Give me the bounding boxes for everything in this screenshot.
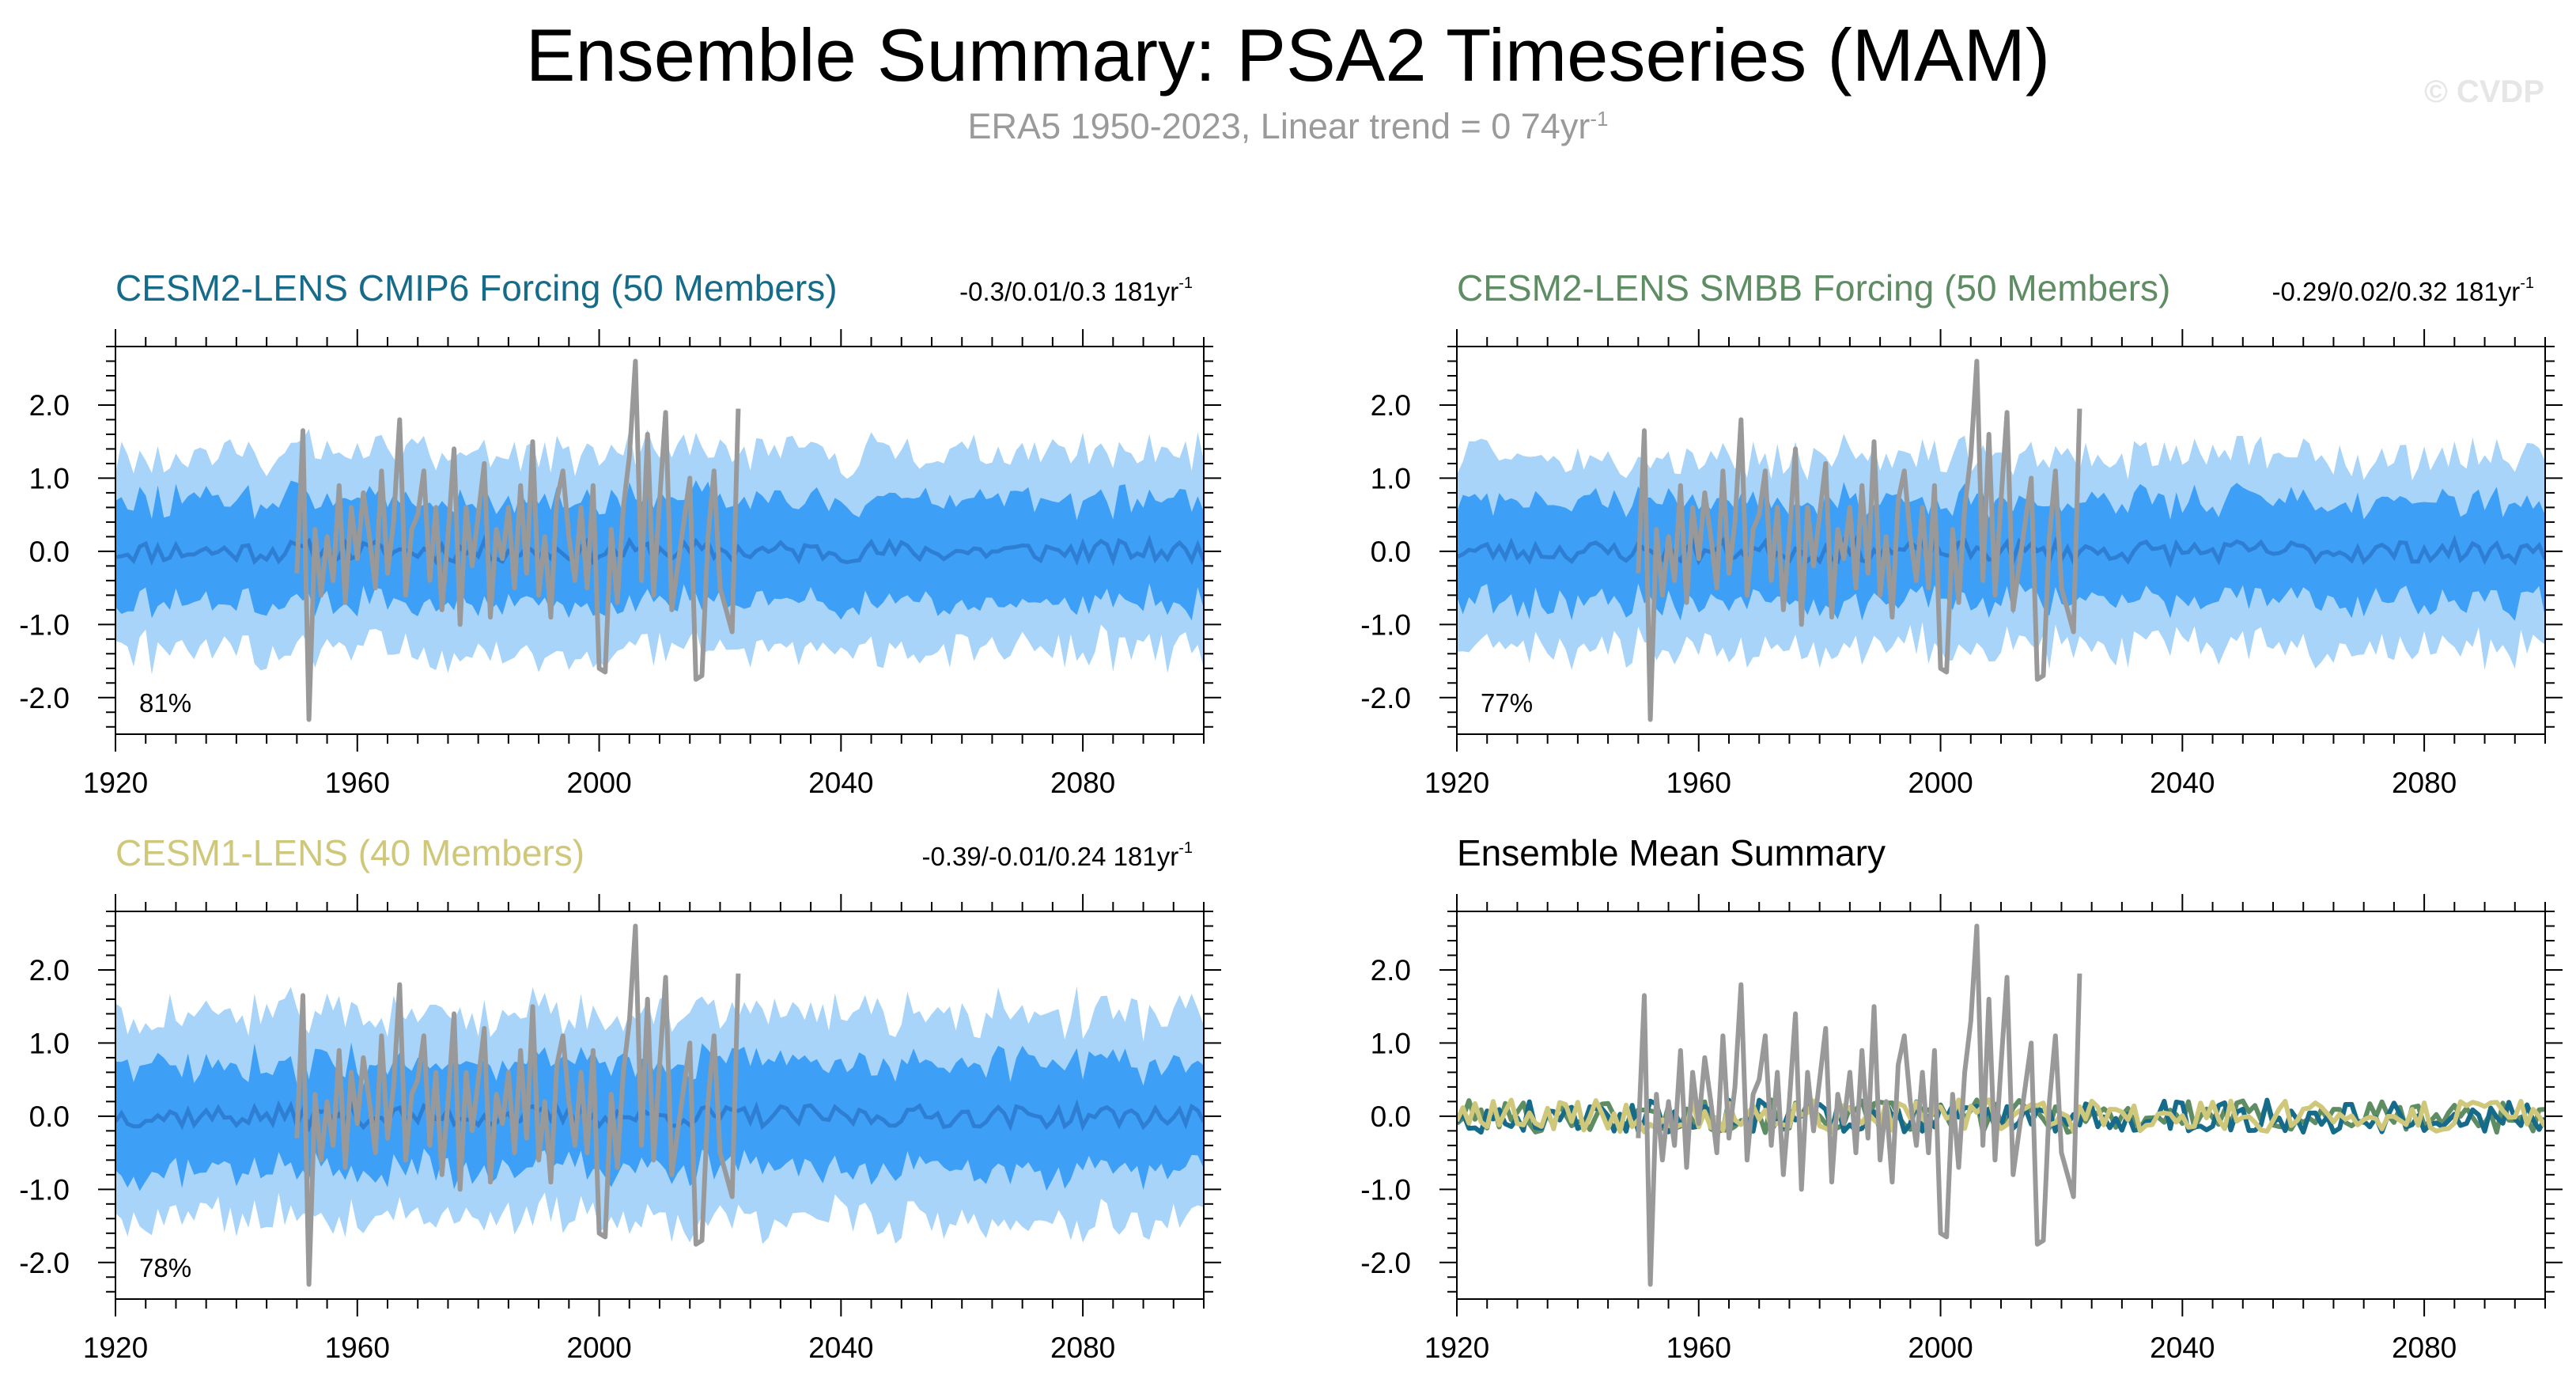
y-tick-label: 2.0: [29, 954, 70, 987]
y-tick-label: -2.0: [19, 682, 70, 714]
x-tick-label: 2040: [2150, 767, 2215, 799]
x-tick-label: 2000: [1908, 1331, 1973, 1364]
subtitle-text: ERA5 1950-2023, Linear trend = 0 74yr: [967, 106, 1591, 146]
y-tick-label: 2.0: [29, 389, 70, 422]
x-tick-label: 1960: [1666, 1331, 1731, 1364]
x-tick-label: 2080: [1050, 1331, 1115, 1364]
plot-area: [1457, 923, 2545, 1287]
plot-area: [115, 358, 1204, 722]
page-title: Ensemble Summary: PSA2 Timeseries (MAM): [525, 13, 2051, 97]
x-tick-label: 1960: [325, 1331, 390, 1364]
panel-title: CESM2-LENS CMIP6 Forcing (50 Members): [115, 267, 838, 309]
x-tick-label: 1960: [1666, 767, 1731, 799]
y-tick-label: -2.0: [19, 1247, 70, 1279]
x-tick-label: 2000: [1908, 767, 1973, 799]
x-tick-label: 1920: [1424, 767, 1489, 799]
x-tick-label: 2080: [2392, 767, 2457, 799]
plot-area: [1457, 358, 2545, 722]
x-tick-label: 2040: [808, 1331, 873, 1364]
y-tick-label: 1.0: [1371, 1027, 1411, 1059]
panel-cesm2-cmip6: CESM2-LENS CMIP6 Forcing (50 Members) -0.…: [19, 267, 1221, 799]
y-tick-label: 0.0: [29, 536, 70, 568]
x-tick-label: 1920: [83, 1331, 148, 1364]
panel-cesm1: CESM1-LENS (40 Members) -0.39/-0.01/0.24 …: [19, 832, 1221, 1364]
y-tick-label: -2.0: [1360, 682, 1411, 714]
percent-label: 77%: [1481, 688, 1533, 718]
y-tick-label: 1.0: [29, 462, 70, 494]
y-tick-label: 1.0: [29, 1027, 70, 1059]
observations-line: [1636, 923, 2082, 1287]
panel-stats: -0.29/0.02/0.32 181yr-1: [2271, 275, 2534, 306]
x-tick-label: 1920: [83, 767, 148, 799]
subtitle-exponent: -1: [1590, 107, 1609, 131]
y-tick-label: 2.0: [1371, 389, 1411, 422]
panel-cesm2-smbb: CESM2-LENS SMBB Forcing (50 Members) -0.2…: [1360, 267, 2563, 799]
observations-line: [294, 923, 741, 1287]
x-tick-label: 2080: [1050, 767, 1115, 799]
observations-line: [1636, 358, 2082, 722]
percent-label: 78%: [139, 1253, 191, 1282]
y-tick-label: 2.0: [1371, 954, 1411, 987]
y-tick-label: -1.0: [1360, 608, 1411, 641]
x-tick-label: 1920: [1424, 1331, 1489, 1364]
observations-line: [294, 358, 741, 722]
x-tick-label: 2000: [566, 1331, 631, 1364]
plot-area: [115, 923, 1204, 1287]
y-tick-label: -1.0: [1360, 1173, 1411, 1206]
panel-title: Ensemble Mean Summary: [1457, 832, 1886, 873]
y-tick-label: 0.0: [1371, 1100, 1411, 1133]
panel-stats: -0.39/-0.01/0.24 181yr-1: [921, 839, 1193, 871]
panel-stats: -0.3/0.01/0.3 181yr-1: [959, 275, 1193, 306]
y-tick-label: 0.0: [1371, 536, 1411, 568]
x-tick-label: 2000: [566, 767, 631, 799]
watermark: © CVDP: [2424, 74, 2544, 109]
panel-ensemble-mean-summary: Ensemble Mean Summary 1920 1960 2000 2040 208…: [1360, 832, 2563, 1364]
y-tick-label: -1.0: [19, 1173, 70, 1206]
percent-label: 81%: [139, 688, 191, 718]
y-tick-label: -2.0: [1360, 1247, 1411, 1279]
panel-title: CESM2-LENS SMBB Forcing (50 Members): [1457, 267, 2170, 309]
y-tick-label: 1.0: [1371, 462, 1411, 494]
page-subtitle: ERA5 1950-2023, Linear trend = 0 74yr-1: [0, 106, 2576, 147]
x-tick-label: 2080: [2392, 1331, 2457, 1364]
y-tick-label: -1.0: [19, 608, 70, 641]
panel-title: CESM1-LENS (40 Members): [115, 832, 584, 873]
x-tick-label: 1960: [325, 767, 390, 799]
x-tick-label: 2040: [2150, 1331, 2215, 1364]
y-tick-label: 0.0: [29, 1100, 70, 1133]
x-tick-label: 2040: [808, 767, 873, 799]
